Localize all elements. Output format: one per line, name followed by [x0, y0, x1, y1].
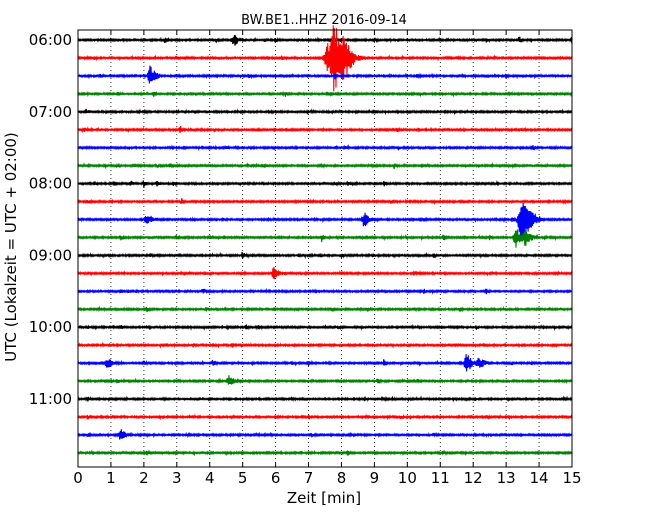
y-tick-label: 06:00 — [29, 31, 72, 49]
y-tick-label: 07:00 — [29, 103, 72, 121]
trace-11:00 — [77, 395, 573, 403]
x-tick-label: 5 — [238, 469, 248, 487]
x-tick-label: 2 — [139, 469, 149, 487]
trace-08:00 — [77, 180, 573, 188]
y-tick-label: 11:00 — [29, 390, 72, 408]
trace-07:00 — [77, 108, 573, 116]
plot-frame — [77, 29, 573, 468]
trace-09:30 — [77, 287, 573, 295]
trace-06:00 — [77, 35, 573, 46]
y-tick-label: 09:00 — [29, 246, 72, 264]
x-tick-label: 14 — [530, 469, 549, 487]
plot-area: 0 1 2 3 4 5 6 7 8 9 10 11 12 13 14 1506:0007:0008:0009:… — [29, 25, 582, 487]
trace-08:30 — [77, 202, 573, 240]
trace-11:30 — [77, 429, 573, 440]
x-tick-label: 10 — [398, 469, 417, 487]
x-tick-label: 12 — [464, 469, 483, 487]
trace-11:15 — [77, 413, 573, 421]
y-axis-label: UTC (Lokalzeit = UTC + 02:00) — [2, 132, 20, 362]
trace-09:15 — [77, 266, 573, 279]
x-tick-label: 15 — [562, 469, 581, 487]
trace-06:15 — [77, 25, 573, 92]
x-tick-label: 0 — [73, 469, 83, 487]
trace-11:45 — [77, 449, 573, 457]
trace-09:00 — [77, 251, 573, 260]
x-tick-label: 13 — [497, 469, 516, 487]
trace-08:15 — [77, 197, 573, 206]
x-tick-label: 11 — [431, 469, 450, 487]
x-tick-label: 3 — [172, 469, 182, 487]
x-tick-label: 7 — [304, 469, 314, 487]
trace-08:45 — [77, 227, 573, 248]
trace-07:15 — [77, 126, 573, 134]
trace-06:30 — [77, 65, 573, 84]
x-axis-label: Zeit [min] — [287, 489, 361, 507]
y-tick-label: 08:00 — [29, 175, 72, 193]
x-tick-label: 4 — [205, 469, 215, 487]
x-tick-label: 8 — [337, 469, 347, 487]
x-tick-label: 9 — [370, 469, 380, 487]
trace-09:45 — [77, 305, 573, 313]
y-tick-label: 10:00 — [29, 318, 72, 336]
trace-07:30 — [77, 144, 573, 152]
trace-10:45 — [77, 375, 573, 385]
x-tick-label: 1 — [106, 469, 116, 487]
trace-07:45 — [77, 161, 573, 170]
trace-10:00 — [77, 323, 573, 331]
chart-title: BW.BE1..HHZ 2016-09-14 — [241, 13, 407, 28]
trace-10:15 — [77, 341, 573, 349]
trace-06:45 — [77, 90, 573, 98]
x-tick-label: 6 — [271, 469, 281, 487]
trace-10:30 — [77, 353, 573, 372]
